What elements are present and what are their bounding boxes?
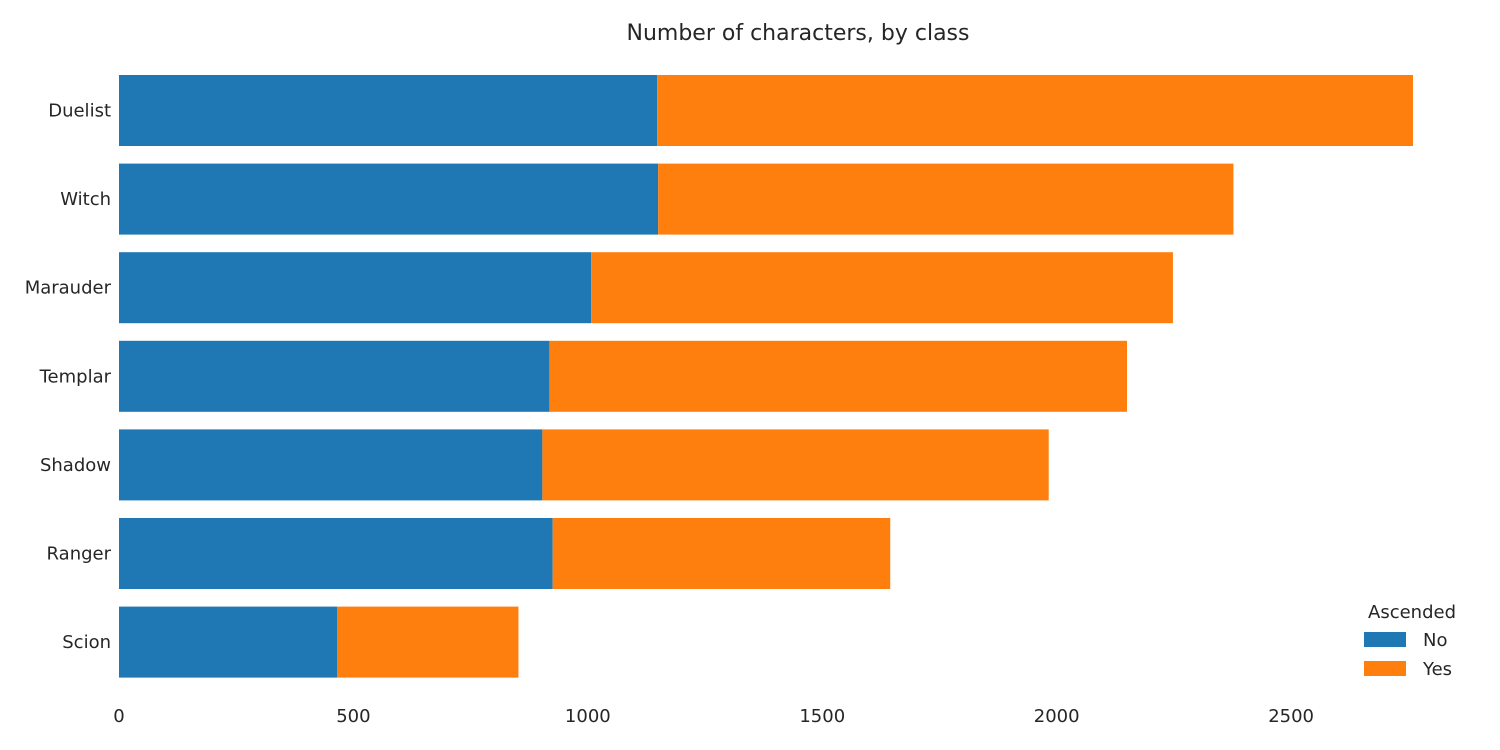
y-tick-label-ranger: Ranger (47, 544, 112, 565)
bar-scion-yes (337, 606, 519, 678)
bar-ranger-no (119, 518, 553, 589)
bar-templar-no (119, 340, 550, 412)
x-tick-label-2000: 2000 (1034, 706, 1080, 727)
x-tick-labels: 0 500 1000 1500 2000 2500 (113, 706, 1314, 727)
bar-witch-no (119, 163, 659, 235)
y-tick-label-templar: Templar (39, 366, 112, 387)
bar-shadow-no (119, 429, 543, 501)
legend-swatch-yes (1364, 661, 1406, 676)
legend: Ascended No Yes (1364, 602, 1456, 680)
y-tick-label-marauder: Marauder (25, 278, 112, 299)
bar-ranger-yes (552, 518, 891, 589)
x-tick-label-1500: 1500 (799, 706, 845, 727)
y-tick-labels: Duelist Witch Marauder Templar Shadow Ranger S… (25, 101, 112, 654)
bar-shadow-yes (542, 429, 1049, 501)
bar-witch-yes (658, 163, 1234, 235)
bar-marauder-yes (591, 252, 1173, 324)
bar-duelist-yes (657, 75, 1413, 146)
x-tick-label-0: 0 (113, 706, 124, 727)
chart-title: Number of characters, by class (627, 21, 970, 46)
legend-swatch-no (1364, 632, 1406, 647)
bar-scion-no (119, 606, 338, 678)
legend-label-no: No (1423, 630, 1447, 651)
legend-label-yes: Yes (1422, 659, 1452, 680)
x-tick-label-500: 500 (336, 706, 370, 727)
y-tick-label-scion: Scion (62, 632, 111, 653)
legend-title: Ascended (1368, 602, 1456, 623)
y-tick-label-witch: Witch (60, 189, 111, 210)
bar-templar-yes (549, 340, 1128, 412)
bars-group (119, 75, 1413, 678)
legend-items: No Yes (1364, 630, 1452, 680)
y-tick-label-shadow: Shadow (40, 455, 111, 476)
x-tick-label-1000: 1000 (565, 706, 611, 727)
bar-marauder-no (119, 252, 592, 324)
y-tick-label-duelist: Duelist (48, 101, 111, 122)
x-tick-label-2500: 2500 (1268, 706, 1314, 727)
bar-duelist-no (119, 75, 658, 146)
